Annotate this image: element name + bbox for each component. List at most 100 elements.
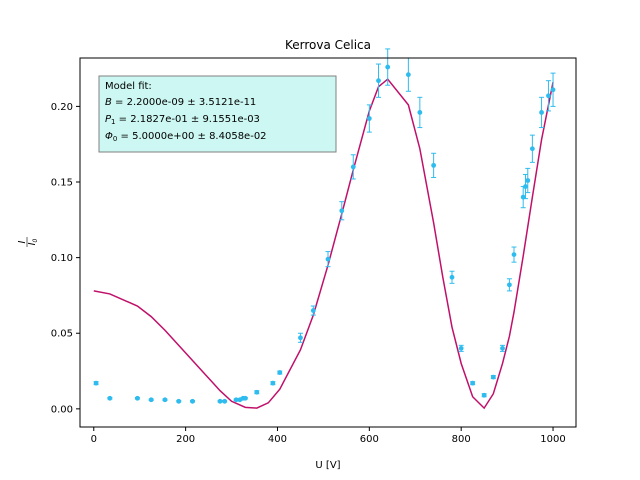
data-point [93, 380, 99, 386]
data-marker [431, 162, 437, 168]
data-marker [490, 374, 496, 380]
data-point [405, 57, 411, 92]
data-marker [366, 116, 372, 121]
data-point [310, 305, 316, 316]
data-marker [417, 110, 423, 115]
plot-area [93, 48, 556, 410]
data-point [222, 398, 228, 404]
data-marker [217, 398, 223, 404]
data-point [417, 96, 423, 129]
data-marker [222, 398, 228, 404]
data-marker [242, 395, 248, 401]
data-point [458, 344, 464, 352]
data-marker [162, 397, 168, 403]
fit-box-background [98, 75, 337, 153]
data-point [148, 397, 154, 403]
data-point [270, 380, 276, 386]
data-marker [298, 335, 303, 341]
data-point [490, 374, 496, 380]
data-point [550, 72, 556, 107]
fit-param-line: Φ0 = 5.0000e+00 ± 8.4058e-02 [105, 131, 267, 143]
data-marker [310, 308, 316, 313]
data-marker [507, 282, 512, 288]
data-point [500, 344, 506, 352]
y-axis-label: I I0 [17, 237, 39, 247]
y-tick-label: 0.10 [51, 253, 73, 264]
data-point [525, 167, 531, 194]
y-tick-label: 0.20 [51, 102, 73, 113]
data-point [134, 395, 140, 401]
y-axis-label-numerator: I [17, 240, 28, 243]
x-axis-label: U [V] [315, 460, 340, 471]
y-tick-label: 0.15 [51, 178, 73, 189]
data-point [277, 370, 283, 375]
data-marker [529, 146, 535, 152]
data-marker [470, 380, 476, 386]
data-marker [176, 398, 182, 404]
data-point [506, 278, 512, 292]
data-marker [405, 72, 411, 78]
data-point [511, 246, 517, 263]
data-marker [93, 380, 99, 386]
data-marker [148, 397, 154, 403]
data-point [297, 332, 303, 343]
fit-box-heading: Model fit: [105, 81, 152, 92]
data-marker [376, 78, 381, 84]
x-tick-label: 0 [91, 434, 97, 445]
data-point [325, 251, 331, 268]
data-marker [539, 110, 544, 115]
data-marker [270, 380, 276, 386]
data-point [107, 395, 113, 401]
y-axis-label-denominator: I0 [27, 238, 39, 245]
data-marker [449, 274, 455, 280]
data-point [376, 63, 382, 98]
data-point [350, 154, 356, 180]
fit-param-line: B = 2.2000e-09 ± 3.5121e-11 [105, 97, 256, 108]
data-marker [481, 392, 487, 398]
ticks: 0 200 400 600 800 1000 0.00 0.05 0.10 0.15 0.20 [51, 102, 566, 445]
x-tick-label: 400 [268, 434, 287, 445]
x-tick-label: 200 [176, 434, 195, 445]
data-marker [458, 345, 464, 351]
data-point [522, 173, 528, 200]
y-tick-label: 0.05 [51, 329, 73, 340]
data-marker [254, 389, 260, 395]
data-marker [523, 184, 528, 189]
data-point [162, 397, 168, 403]
x-tick-label: 1000 [540, 434, 565, 445]
data-marker [135, 395, 140, 401]
axes-frame [79, 57, 577, 428]
data-point [242, 395, 248, 401]
data-marker [525, 178, 531, 183]
data-marker [550, 87, 556, 93]
chart-title: Kerrova Celica [285, 38, 371, 52]
data-marker [511, 252, 517, 257]
x-tick-label: 800 [452, 434, 471, 445]
data-marker [325, 256, 331, 262]
data-point [449, 270, 455, 284]
fit-curve-line [93, 78, 554, 410]
data-point [539, 96, 545, 129]
data-point [339, 201, 345, 221]
data-point [385, 48, 391, 86]
data-marker [339, 208, 345, 214]
data-marker [190, 398, 195, 404]
data-marker [500, 345, 505, 351]
y-tick-label: 0.00 [51, 404, 73, 415]
data-point [190, 398, 196, 404]
data-point [470, 380, 476, 386]
fit-legend-box: Model fit: B = 2.2000e-09 ± 3.5121e-11 P1 … [98, 75, 337, 153]
data-point [176, 398, 182, 404]
data-point [254, 389, 260, 395]
data-marker [546, 93, 551, 99]
data-marker [107, 395, 113, 401]
x-tick-label: 600 [360, 434, 379, 445]
data-marker [385, 64, 391, 70]
data-marker [277, 370, 283, 375]
data-point [545, 80, 551, 112]
data-point [217, 398, 223, 404]
fit-param-line: P1 = 2.1827e-01 ± 9.1551e-03 [105, 114, 260, 126]
data-point [529, 134, 535, 163]
